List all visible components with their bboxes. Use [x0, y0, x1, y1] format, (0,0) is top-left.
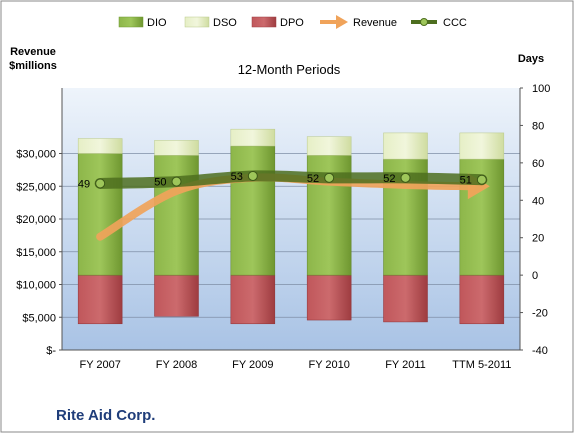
x-tick-label: FY 2008 [156, 359, 197, 371]
x-tick-label: FY 2009 [232, 359, 273, 371]
ccc-data-label: 51 [460, 175, 472, 187]
left-axis-label-line2: $millions [9, 60, 57, 72]
legend-label-ccc: CCC [443, 17, 467, 29]
ccc-point [171, 176, 182, 187]
legend-swatch-ccc [411, 18, 437, 26]
ccc-line [94, 170, 488, 189]
ccc-point [400, 172, 411, 183]
ccc-point [247, 170, 258, 181]
left-tick-label: $10,000 [16, 280, 56, 292]
right-tick-label: 40 [532, 195, 544, 207]
legend-label-dpo: DPO [280, 17, 304, 29]
left-axis-label-line1: Revenue [10, 46, 56, 58]
chart-title: 12-Month Periods [238, 62, 341, 77]
bar-dso [306, 136, 352, 156]
ccc-point [324, 172, 335, 183]
legend-swatch-dpo [251, 16, 277, 28]
ccc-point [95, 178, 106, 189]
ccc-point [476, 174, 487, 185]
bar-dso [154, 140, 199, 156]
bar-dso [383, 132, 428, 160]
ccc-data-label: 53 [231, 171, 243, 183]
right-tick-label: -20 [532, 308, 548, 320]
bars [77, 128, 505, 325]
bar-dpo [230, 274, 276, 325]
right-tick-label: 20 [532, 233, 544, 245]
bar-dpo [77, 274, 123, 325]
bar-dpo [306, 274, 352, 321]
legend: DIO DSO DPO Revenue CCC [118, 15, 467, 29]
bar-dpo [459, 274, 505, 325]
right-tick-label: 80 [532, 120, 544, 132]
right-tick-label: 0 [532, 270, 538, 282]
legend-label-dso: DSO [213, 17, 237, 29]
ccc-data-label: 50 [154, 177, 166, 189]
axes: $- $5,000 $10,000 $15,000 $20,000 $25,000 $30,… [16, 83, 550, 371]
bar-dso [459, 132, 505, 160]
x-tick-label: FY 2007 [79, 359, 120, 371]
x-tick-label: FY 2010 [308, 359, 349, 371]
bar-dpo [154, 274, 199, 317]
left-tick-label: $15,000 [16, 247, 56, 259]
left-tick-label: $5,000 [22, 312, 56, 324]
ccc-data-label: 52 [307, 173, 319, 185]
ccc-series: 49 50 53 52 52 51 [78, 170, 488, 190]
ccc-data-label: 52 [383, 173, 395, 185]
legend-swatch-dio [118, 16, 144, 28]
ccc-data-label: 49 [78, 178, 90, 190]
gridlines [62, 153, 520, 318]
right-tick-label: -40 [532, 345, 548, 357]
left-tick-label: $20,000 [16, 214, 56, 226]
legend-swatch-dso [184, 16, 210, 28]
legend-label-revenue: Revenue [353, 17, 397, 29]
company-name: Rite Aid Corp. [56, 407, 155, 424]
bar-dpo [383, 274, 428, 323]
x-tick-label: FY 2011 [385, 359, 426, 371]
right-axis-label: Days [518, 53, 544, 65]
bar-dio [230, 145, 276, 276]
left-tick-label: $30,000 [16, 149, 56, 161]
right-tick-label: 60 [532, 158, 544, 170]
bar-dso [230, 128, 276, 147]
right-tick-label: 100 [532, 83, 550, 95]
legend-label-dio: DIO [147, 17, 167, 29]
left-tick-label: $- [46, 345, 56, 357]
x-tick-label: TTM 5-2011 [452, 359, 511, 371]
bar-dio [77, 153, 123, 276]
bar-dso [77, 138, 123, 154]
bar-dio [154, 155, 199, 276]
legend-swatch-revenue [320, 15, 348, 29]
left-tick-label: $25,000 [16, 181, 56, 193]
